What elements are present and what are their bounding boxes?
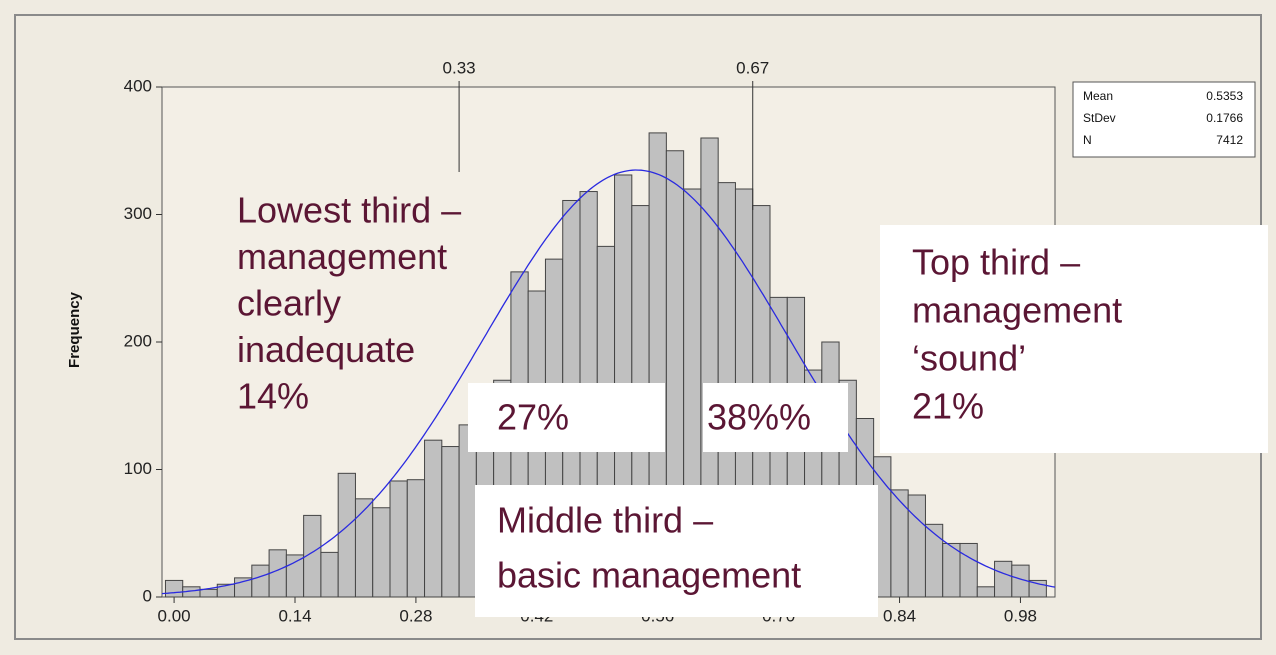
- annotation-box: [475, 485, 878, 617]
- bar: [199, 588, 218, 598]
- annotation-text: Top third –: [912, 242, 1080, 283]
- bar: [234, 577, 253, 598]
- bar: [994, 560, 1013, 598]
- bar: [976, 586, 996, 598]
- y-tick-label: 400: [124, 76, 152, 95]
- annotation-text: basic management: [497, 555, 801, 596]
- bar: [942, 542, 961, 598]
- stat-value: 0.5353: [1206, 89, 1243, 103]
- bar: [320, 551, 339, 598]
- bar: [406, 479, 426, 598]
- bar: [890, 489, 909, 598]
- bar: [959, 542, 978, 598]
- stat-label: N: [1083, 133, 1092, 147]
- annotation-text: clearly: [237, 283, 341, 324]
- annotation-text: management: [912, 290, 1122, 331]
- annotation-text: inadequate: [237, 329, 415, 370]
- y-tick-label: 100: [124, 459, 152, 478]
- top-tick-label: 0.33: [443, 58, 476, 77]
- y-tick-label: 300: [124, 204, 152, 223]
- bar: [924, 523, 944, 598]
- bar: [164, 579, 184, 598]
- bar: [424, 439, 443, 598]
- annotation-text: 27%: [497, 397, 569, 438]
- stat-value: 7412: [1216, 133, 1243, 147]
- x-tick-label: 0.00: [158, 606, 191, 625]
- bar: [389, 480, 408, 598]
- stats-box: [1072, 81, 1256, 158]
- bar: [251, 564, 270, 598]
- annotation-box: [880, 225, 1268, 453]
- stat-value: 0.1766: [1206, 111, 1243, 125]
- bar: [268, 549, 287, 598]
- stat-label: Mean: [1083, 89, 1113, 103]
- annotation-text: 38%%: [707, 397, 811, 438]
- annotation-box: [468, 383, 665, 452]
- x-tick-label: 0.98: [1004, 606, 1037, 625]
- annotation-text: 14%: [237, 376, 309, 417]
- stat-label: StDev: [1083, 111, 1116, 125]
- annotation-box: [703, 383, 848, 452]
- x-tick-label: 0.84: [883, 606, 916, 625]
- annotation-text: Middle third –: [497, 500, 713, 541]
- bar: [1028, 579, 1047, 598]
- annotation-text: 21%: [912, 386, 984, 427]
- bar: [285, 554, 305, 598]
- annotation-text: management: [237, 236, 447, 277]
- annotation-text: ‘sound’: [912, 338, 1026, 379]
- y-tick-label: 0: [143, 586, 152, 605]
- x-tick-label: 0.14: [278, 606, 311, 625]
- y-tick-label: 200: [124, 331, 152, 350]
- bar: [907, 494, 926, 598]
- annotation-text: Lowest third –: [237, 190, 461, 231]
- top-tick-label: 0.67: [736, 58, 769, 77]
- bar: [337, 472, 356, 598]
- normal-fit-curve: [161, 169, 1056, 595]
- bar: [354, 498, 374, 598]
- y-axis-label: Frequency: [66, 291, 83, 368]
- x-tick-label: 0.28: [399, 606, 432, 625]
- bar: [372, 507, 391, 598]
- bar: [441, 446, 460, 598]
